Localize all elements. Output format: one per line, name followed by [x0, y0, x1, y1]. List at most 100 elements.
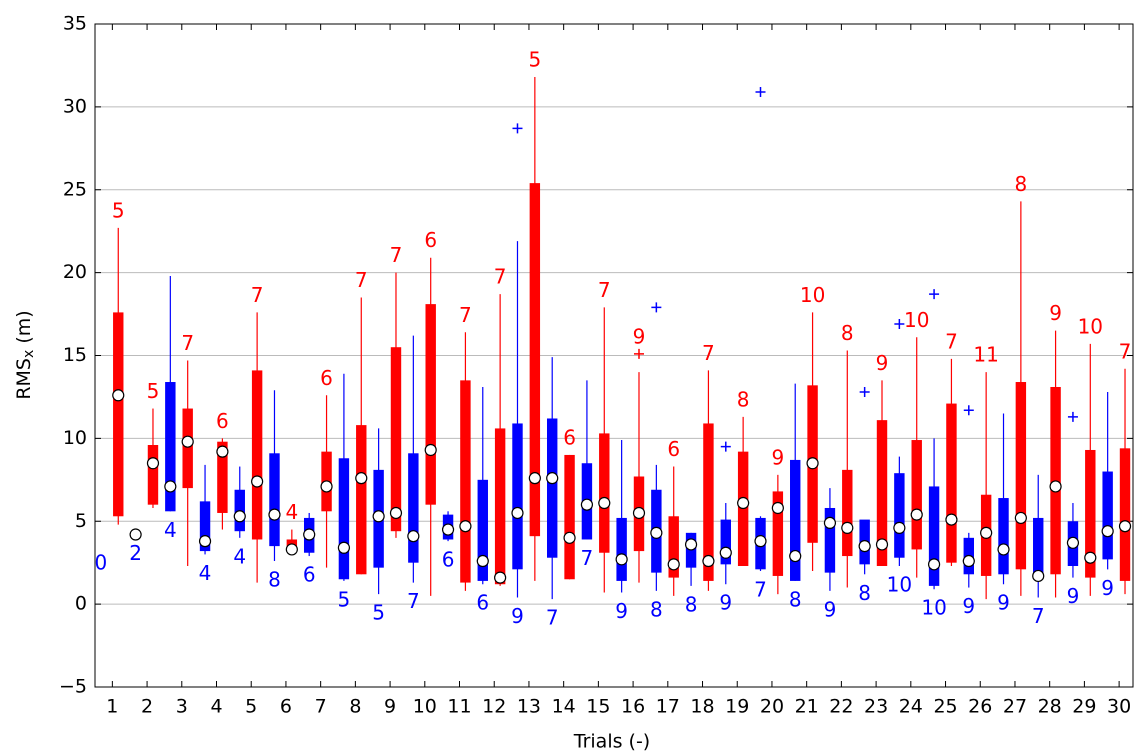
median: [615, 553, 628, 566]
x-tick-label: 10: [413, 696, 437, 718]
median: [146, 457, 160, 470]
count-label: 10: [904, 308, 929, 332]
median: [684, 538, 698, 551]
median: [580, 498, 594, 511]
box: [911, 440, 922, 550]
x-tick-label: 15: [586, 696, 610, 718]
median: [112, 389, 125, 402]
outlier: [720, 441, 731, 452]
box: [165, 382, 176, 512]
median: [251, 475, 264, 488]
count-label: 8: [650, 597, 663, 621]
y-label-unit: (m): [13, 310, 35, 343]
median: [1049, 480, 1062, 493]
outlier: [963, 405, 974, 416]
count-label: 5: [372, 601, 385, 625]
x-tick-label: 14: [552, 696, 576, 718]
median: [233, 510, 246, 523]
median: [355, 472, 368, 485]
box: [703, 423, 714, 581]
median: [198, 535, 212, 548]
median: [563, 531, 576, 544]
box: [928, 486, 940, 586]
median: [980, 526, 993, 539]
count-label: 0: [95, 551, 108, 575]
outlier: [512, 123, 523, 134]
box: [1015, 382, 1027, 570]
median: [1014, 511, 1027, 525]
y-tick-label: 35: [63, 13, 87, 35]
box: [529, 183, 541, 537]
count-label: 5: [338, 587, 351, 611]
count-label: 2: [129, 541, 142, 565]
median: [1032, 569, 1045, 583]
y-tick-label: 20: [63, 261, 87, 283]
y-axis-label: RMSx (m): [13, 310, 38, 399]
median: [754, 535, 767, 548]
box: [512, 423, 523, 570]
count-label: 7: [251, 283, 264, 307]
box: [286, 539, 298, 547]
median: [771, 501, 784, 515]
count-label: 8: [737, 387, 750, 411]
outlier: [894, 319, 905, 330]
count-label: 9: [824, 597, 837, 621]
count-label: 8: [789, 587, 802, 611]
median: [528, 472, 541, 485]
median: [372, 510, 385, 523]
count-label: 8: [268, 568, 281, 592]
box: [824, 507, 836, 573]
x-axis-label: Trials (-): [573, 731, 650, 753]
outlier: [651, 302, 662, 313]
median: [320, 480, 333, 493]
median: [910, 508, 923, 521]
box: [946, 403, 957, 563]
median: [546, 472, 559, 485]
count-label: 8: [858, 581, 871, 605]
x-tick-label: 23: [864, 696, 888, 718]
count-label: 7: [459, 303, 472, 327]
count-label: 9: [962, 594, 975, 618]
x-tick-label: 13: [517, 696, 541, 718]
x-tick-label: 3: [176, 696, 188, 718]
count-label: 11: [973, 343, 998, 367]
count-label: 4: [199, 561, 212, 585]
y-tick-label: 25: [63, 178, 87, 200]
median: [216, 445, 229, 458]
box: [494, 428, 506, 585]
count-label: 7: [390, 243, 403, 267]
count-label: 9: [719, 591, 732, 615]
median: [476, 554, 489, 568]
box: [477, 479, 488, 581]
median: [893, 521, 906, 534]
count-label: 6: [476, 591, 489, 615]
median: [823, 516, 837, 530]
count-label: 10: [1078, 314, 1103, 338]
count-label: 7: [945, 329, 958, 353]
count-label: 10: [887, 573, 912, 597]
count-label: 10: [800, 283, 825, 307]
box: [564, 454, 575, 580]
median: [737, 496, 750, 510]
x-tick-label: 19: [725, 696, 749, 718]
count-label: 7: [546, 606, 559, 630]
y-tick-label: 15: [63, 344, 87, 366]
box: [251, 370, 263, 540]
median: [650, 526, 663, 539]
median: [997, 543, 1010, 556]
count-label: 9: [1067, 584, 1080, 608]
count-label: 9: [1049, 301, 1062, 325]
count-label: 9: [771, 445, 784, 469]
box: [390, 347, 402, 532]
count-label: 9: [876, 351, 889, 375]
x-tick-label: 1: [106, 696, 118, 718]
count-label: 9: [633, 324, 646, 348]
box: [720, 519, 731, 565]
count-label: 5: [112, 198, 125, 222]
box: [1102, 471, 1113, 560]
count-label: 7: [181, 331, 194, 355]
count-label: 6: [320, 366, 333, 390]
box: [356, 425, 367, 575]
median: [129, 528, 142, 541]
